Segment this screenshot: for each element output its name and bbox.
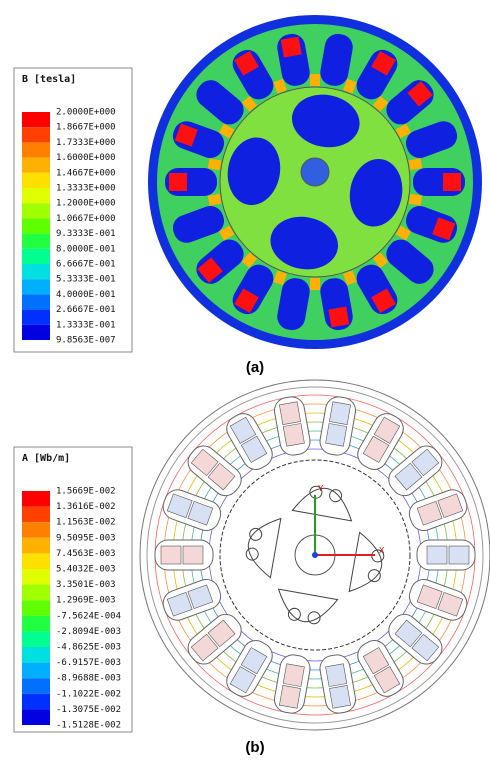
legend-label: 1.3616E-002 — [56, 502, 116, 512]
legend-label: 1.4667E+000 — [56, 168, 116, 178]
legend-label: 9.8563E-007 — [56, 336, 116, 346]
legend-swatch — [22, 310, 50, 325]
legend-swatch — [22, 234, 50, 249]
coil — [283, 664, 304, 687]
coil — [161, 546, 181, 564]
legend-label: 7.4563E-003 — [56, 549, 116, 559]
winding — [328, 306, 349, 327]
legend-label: 5.4032E-003 — [56, 565, 116, 575]
legend-label: 1.6000E+000 — [56, 153, 116, 163]
legend-label: 1.1563E-002 — [56, 518, 116, 528]
legend-swatch — [22, 553, 50, 569]
winding — [281, 37, 302, 58]
legend-label: 1.3333E-001 — [56, 320, 116, 330]
coil — [326, 664, 347, 687]
legend-label: 1.5669E-002 — [56, 487, 116, 497]
legend-label: 3.3501E-003 — [56, 580, 116, 590]
coil — [329, 685, 350, 708]
coil — [326, 423, 347, 446]
legend-swatch — [22, 325, 50, 340]
coil — [279, 685, 300, 708]
legend-label: 8.0000E-001 — [56, 244, 116, 254]
legend-swatch — [22, 709, 50, 725]
winding — [169, 173, 187, 191]
legend-label: 4.0000E-001 — [56, 290, 116, 300]
stator-slot — [155, 540, 213, 570]
legend-label: -2.8094E-003 — [56, 627, 121, 637]
legend-swatch — [22, 694, 50, 710]
legend-label: 1.2969E-003 — [56, 596, 116, 606]
legend-swatch — [22, 507, 50, 523]
legend-swatch — [22, 294, 50, 309]
coil — [283, 423, 304, 446]
caption: (b) — [245, 739, 264, 756]
legend-swatch — [22, 631, 50, 647]
legend-swatch — [22, 663, 50, 679]
legend-swatch — [22, 522, 50, 538]
tooth-flux — [208, 158, 222, 170]
legend-label: 6.6667E-001 — [56, 260, 116, 270]
tooth-flux — [409, 194, 423, 206]
legend-label: 1.7333E+000 — [56, 138, 116, 148]
coil — [279, 402, 300, 425]
legend-swatch — [22, 218, 50, 233]
legend-swatch — [22, 173, 50, 188]
legend-swatch — [22, 538, 50, 554]
legend-label: -6.9157E-003 — [56, 658, 121, 668]
legend-swatch — [22, 491, 50, 507]
caption: (a) — [246, 359, 264, 376]
stator-slot — [417, 540, 475, 570]
tooth-flux — [208, 194, 222, 206]
legend-swatch — [22, 616, 50, 632]
legend-label: 1.2000E+000 — [56, 199, 116, 209]
legend-swatch — [22, 569, 50, 585]
legend-swatch — [22, 142, 50, 157]
winding — [443, 173, 461, 191]
legend-swatch — [22, 585, 50, 601]
coil — [183, 546, 203, 564]
legend-label: 2.0000E+000 — [56, 108, 116, 118]
legend-swatch — [22, 600, 50, 616]
legend-title: B [tesla] — [22, 74, 76, 85]
legend-swatch — [22, 158, 50, 173]
legend-label: 2.6667E-001 — [56, 305, 116, 315]
legend-label: 5.3333E-001 — [56, 275, 116, 285]
legend-label: -1.1022E-002 — [56, 689, 121, 699]
winding — [328, 37, 349, 58]
legend-label: 1.8667E+000 — [56, 123, 116, 133]
legend-label: -8.9688E-003 — [56, 674, 121, 684]
legend-title: A [Wb/m] — [22, 453, 70, 464]
legend-swatch — [22, 188, 50, 203]
legend-swatch — [22, 279, 50, 294]
legend-swatch — [22, 678, 50, 694]
legend-label: 1.3333E+000 — [56, 184, 116, 194]
tooth-flux — [310, 278, 320, 290]
legend-label: -1.5128E-002 — [56, 721, 121, 731]
axis-label: Y — [318, 484, 324, 493]
legend-label: 9.5095E-003 — [56, 533, 116, 543]
origin — [312, 552, 318, 558]
legend-swatch — [22, 127, 50, 142]
legend-swatch — [22, 203, 50, 218]
winding — [281, 306, 302, 327]
legend-label: 1.0667E+000 — [56, 214, 116, 224]
legend-label: 9.3333E-001 — [56, 229, 116, 239]
coil — [427, 546, 447, 564]
shaft — [301, 158, 329, 186]
figure: B [tesla] (a) 2.0000E+000 1.8667E+000 1.73… — [0, 0, 490, 760]
tooth-flux — [310, 74, 320, 86]
coil — [449, 546, 469, 564]
legend-label: -4.8625E-003 — [56, 643, 121, 653]
tooth-flux — [409, 158, 423, 170]
legend-swatch — [22, 112, 50, 127]
legend-swatch — [22, 249, 50, 264]
legend-label: -7.5624E-004 — [56, 611, 121, 621]
legend-label: -1.3075E-002 — [56, 705, 121, 715]
legend-swatch — [22, 264, 50, 279]
legend-swatch — [22, 647, 50, 663]
coil — [329, 402, 350, 425]
axis-label: X — [379, 546, 385, 555]
